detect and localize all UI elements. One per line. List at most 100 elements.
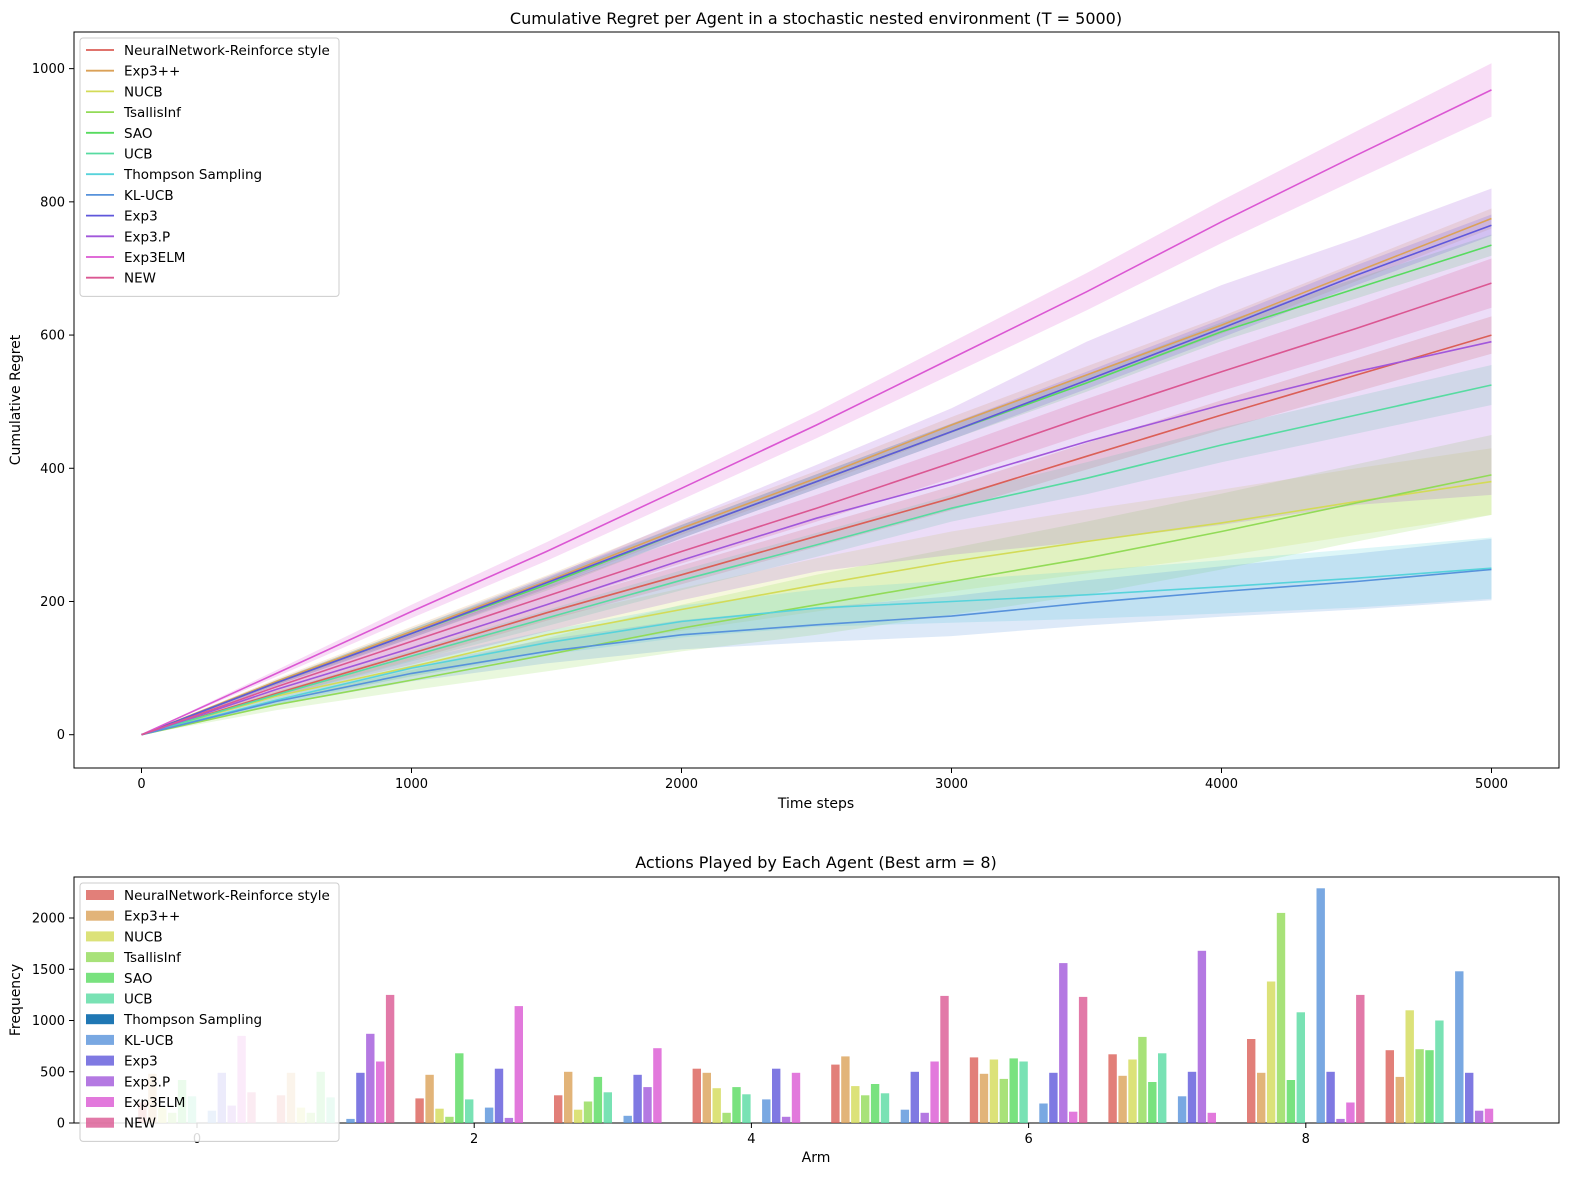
- bar-chart-xlabel: Arm: [802, 1150, 831, 1166]
- legend-swatch: [86, 1076, 114, 1087]
- bar: [1019, 1061, 1028, 1123]
- legend-swatch: [86, 1014, 114, 1025]
- legend-label: TsallisInf: [123, 105, 182, 121]
- bar: [1296, 1012, 1305, 1123]
- legend-label: SAO: [124, 126, 152, 142]
- bar: [1039, 1103, 1048, 1123]
- legend-swatch: [86, 1034, 114, 1045]
- bar: [841, 1056, 850, 1123]
- legend-label: Exp3.P: [124, 229, 170, 245]
- bar: [494, 1068, 504, 1123]
- y-tick-label: 0: [57, 728, 65, 743]
- bar: [1177, 1096, 1187, 1123]
- line-chart-ylabel: Cumulative Regret: [8, 334, 24, 465]
- bar: [1257, 1072, 1266, 1123]
- series-line-10: [141, 89, 1492, 736]
- legend-label: Exp3: [124, 209, 158, 225]
- x-tick-label: 1000: [395, 777, 428, 792]
- bar: [1484, 1108, 1494, 1123]
- legend-swatch: [86, 890, 114, 900]
- x-tick-label: 4000: [1205, 777, 1238, 792]
- bar: [1049, 1072, 1058, 1123]
- bar: [722, 1112, 731, 1124]
- bar: [742, 1094, 751, 1123]
- series-line-3: [141, 474, 1492, 736]
- bar: [870, 1084, 880, 1123]
- series-line-0: [141, 334, 1492, 736]
- legend-label: Exp3ELM: [124, 1095, 185, 1111]
- bar: [1474, 1110, 1484, 1123]
- legend-label: Exp3: [124, 1054, 158, 1070]
- bar: [643, 1087, 652, 1123]
- bar: [1069, 1111, 1078, 1123]
- legend-label: Exp3++: [124, 909, 180, 925]
- legend-swatch: [86, 1097, 114, 1107]
- line-chart-legend: NeuralNetwork-Reinforce style Exp3++ NUCB T…: [79, 37, 340, 297]
- bar: [851, 1086, 860, 1123]
- bar: [781, 1116, 791, 1123]
- legend-label: Exp3ELM: [124, 250, 185, 266]
- bar: [762, 1099, 771, 1123]
- bar: [445, 1116, 454, 1123]
- bar: [653, 1048, 662, 1123]
- bar: [1336, 1118, 1345, 1123]
- bar: [1435, 1020, 1444, 1123]
- series-band-5: [141, 365, 1492, 735]
- legend-swatch: [86, 952, 114, 963]
- bar: [1187, 1071, 1197, 1124]
- bar: [376, 1061, 385, 1123]
- x-tick-label: 3000: [935, 777, 968, 792]
- bar: [979, 1073, 989, 1123]
- bar: [366, 1033, 375, 1123]
- bar: [692, 1068, 701, 1123]
- bar: [455, 1053, 464, 1123]
- bar: [1356, 994, 1365, 1123]
- legend-label: NeuralNetwork-Reinforce style: [124, 888, 330, 904]
- bar: [791, 1072, 801, 1123]
- bar: [1415, 1049, 1424, 1123]
- bar: [1286, 1080, 1296, 1123]
- bar-chart-ylabel: Frequency: [8, 964, 24, 1036]
- bar: [989, 1059, 999, 1123]
- series-band-8: [141, 214, 1492, 735]
- bar: [1078, 996, 1088, 1123]
- bar: [1158, 1053, 1167, 1123]
- y-tick-label: 600: [40, 329, 65, 344]
- bar: [1405, 1010, 1414, 1124]
- x-tick-label: 0: [137, 777, 145, 792]
- legend-label: NUCB: [124, 929, 163, 945]
- series-band-7: [141, 538, 1492, 735]
- y-tick-label: 200: [40, 595, 65, 610]
- bar: [1385, 1050, 1394, 1123]
- y-tick-label: 0: [57, 1117, 65, 1132]
- legend-box: [79, 37, 340, 297]
- bar: [1425, 1050, 1434, 1123]
- legend-swatch: [86, 972, 114, 983]
- legend-label: KL-UCB: [124, 1033, 174, 1049]
- bar: [514, 1006, 523, 1123]
- bar: [1346, 1102, 1355, 1123]
- x-tick-label: 2000: [665, 777, 698, 792]
- y-tick-label: 1000: [32, 62, 65, 77]
- series-line-6: [141, 567, 1492, 736]
- legend-swatch: [86, 1055, 114, 1066]
- bar-chart-title: Actions Played by Each Agent (Best arm =…: [635, 853, 997, 872]
- legend-swatch: [86, 931, 114, 942]
- bar: [435, 1108, 444, 1123]
- bar: [910, 1071, 919, 1124]
- series-line-8: [141, 224, 1492, 736]
- bar: [1326, 1071, 1335, 1124]
- bar: [1395, 1076, 1404, 1123]
- series-band-6: [141, 537, 1492, 735]
- bar: [861, 1095, 870, 1123]
- legend-label: Exp3.P: [124, 1074, 170, 1090]
- bar: [1276, 912, 1286, 1123]
- bar-chart-axes: 024680500100015002000: [32, 912, 1310, 1148]
- legend-label: Thompson Sampling: [123, 1012, 262, 1028]
- bar: [465, 1099, 474, 1123]
- legend-label: Exp3++: [124, 64, 180, 80]
- line-chart-title: Cumulative Regret per Agent in a stochas…: [510, 9, 1122, 28]
- bar: [1465, 1072, 1474, 1123]
- legend-label: NeuralNetwork-Reinforce style: [124, 43, 330, 59]
